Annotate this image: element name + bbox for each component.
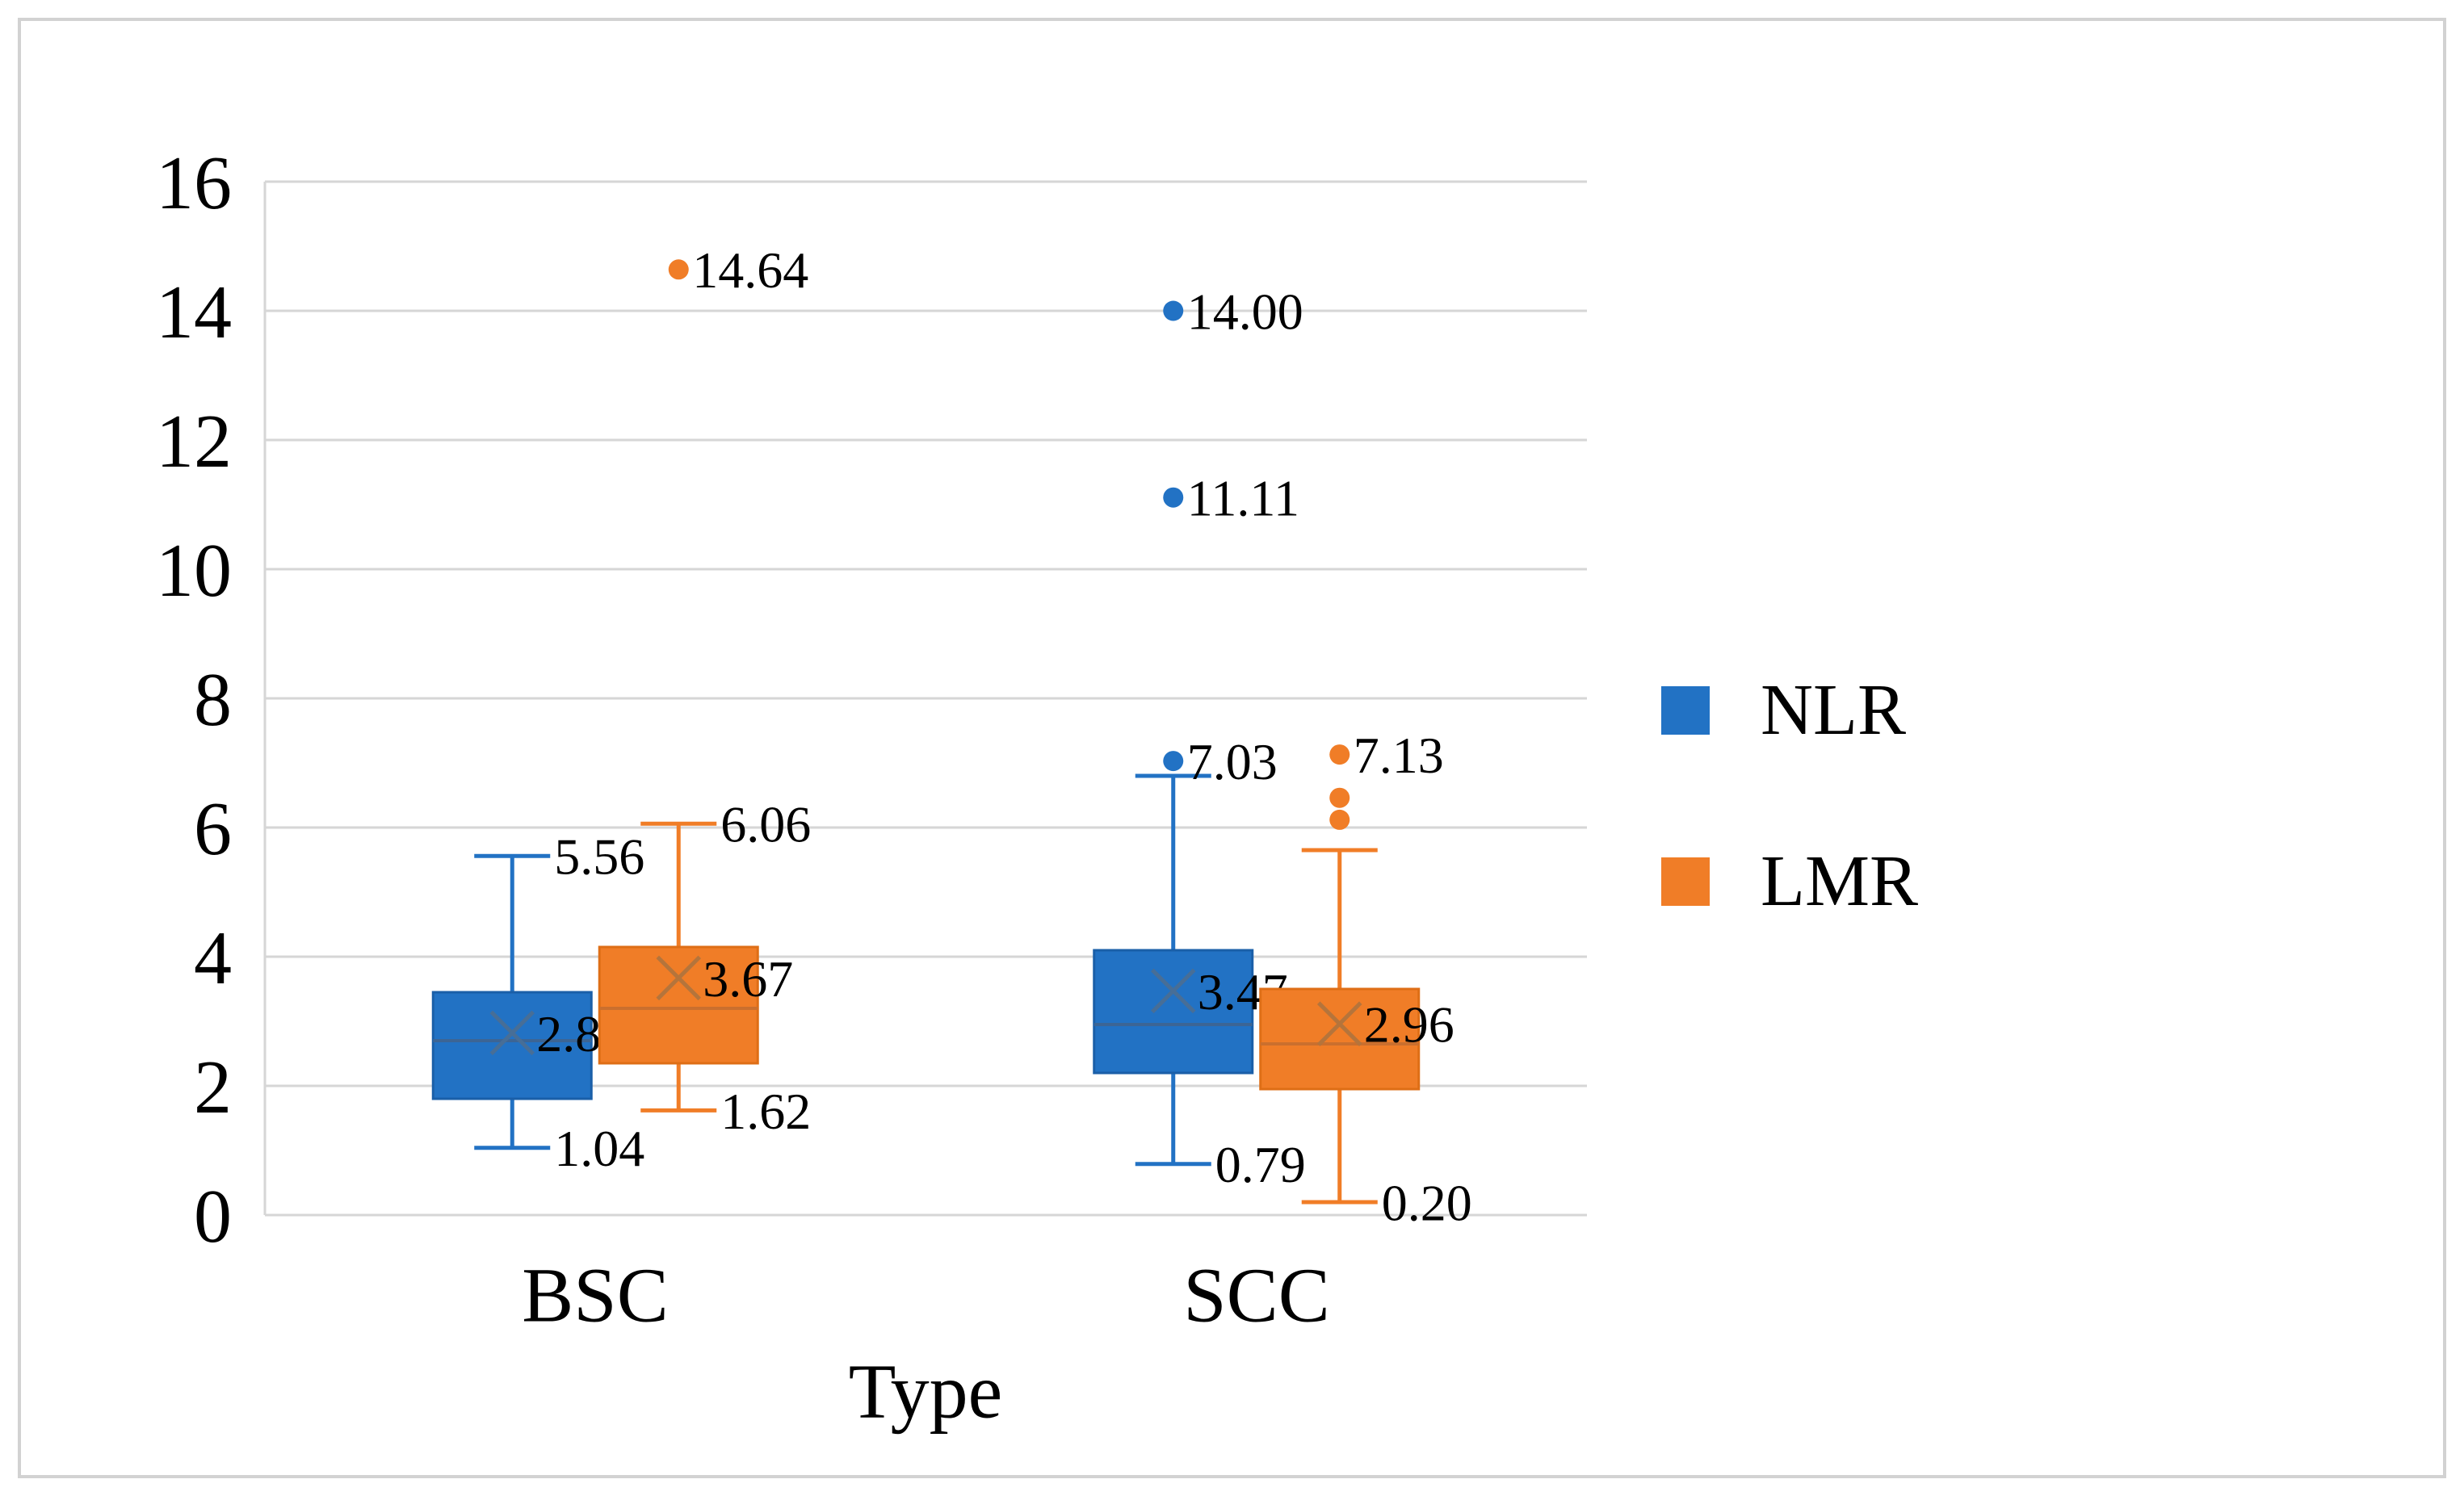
box-scc-lmr bbox=[1259, 987, 1421, 1091]
outlier-dot bbox=[668, 259, 689, 280]
x-axis-title: Type bbox=[848, 1347, 1003, 1435]
mean-marker bbox=[1150, 968, 1196, 1014]
legend-label-nlr: NLR bbox=[1761, 670, 1906, 750]
outlier-label: 11.11 bbox=[1187, 470, 1299, 527]
outlier-dot bbox=[1329, 809, 1350, 830]
outlier-label: 7.13 bbox=[1354, 727, 1444, 784]
legend: NLR LMR bbox=[1661, 670, 1919, 1029]
legend-entry-lmr: LMR bbox=[1661, 841, 1919, 921]
box-bsc-lmr bbox=[598, 945, 759, 1065]
mean-marker bbox=[489, 1010, 535, 1056]
outlier-dot bbox=[1163, 300, 1184, 321]
legend-swatch-lmr bbox=[1661, 857, 1710, 906]
whisker-low-label: 1.04 bbox=[554, 1120, 644, 1177]
category-label-bsc: BSC bbox=[522, 1251, 669, 1339]
whisker-high-label: 6.06 bbox=[720, 796, 811, 853]
mean-marker bbox=[656, 955, 702, 1001]
box-scc-nlr bbox=[1093, 949, 1254, 1075]
whisker-low-label: 0.20 bbox=[1382, 1174, 1472, 1231]
mean-label: 2.96 bbox=[1364, 996, 1454, 1054]
y-tick-label: 14 bbox=[156, 270, 232, 354]
mean-marker bbox=[1316, 1001, 1362, 1046]
outlier-dot bbox=[1329, 787, 1350, 808]
y-tick-label: 2 bbox=[194, 1046, 232, 1129]
outlier-label: 14.00 bbox=[1187, 283, 1303, 340]
whisker-high-label: 5.56 bbox=[554, 828, 644, 886]
legend-label-lmr: LMR bbox=[1761, 841, 1919, 921]
mean-label: 3.67 bbox=[703, 950, 793, 1008]
y-tick-label: 6 bbox=[194, 787, 232, 871]
y-tick-label: 16 bbox=[156, 141, 232, 225]
outlier-dot bbox=[1163, 487, 1184, 508]
y-tick-label: 4 bbox=[194, 916, 232, 1000]
outlier-dot bbox=[1329, 744, 1350, 765]
y-tick-label: 12 bbox=[156, 400, 232, 484]
outlier-dot bbox=[1163, 751, 1184, 772]
category-label-scc: SCC bbox=[1183, 1251, 1330, 1339]
legend-swatch-nlr bbox=[1661, 686, 1710, 735]
whisker-low-label: 1.62 bbox=[720, 1083, 811, 1140]
box-bsc-nlr bbox=[431, 991, 593, 1100]
outlier-label: 7.03 bbox=[1187, 733, 1278, 790]
y-tick-label: 0 bbox=[194, 1175, 232, 1259]
outlier-label: 14.64 bbox=[692, 241, 808, 299]
legend-entry-nlr: NLR bbox=[1661, 670, 1918, 750]
y-tick-label: 8 bbox=[194, 658, 232, 742]
whisker-low-label: 0.79 bbox=[1215, 1136, 1306, 1193]
y-tick-label: 10 bbox=[156, 529, 232, 613]
